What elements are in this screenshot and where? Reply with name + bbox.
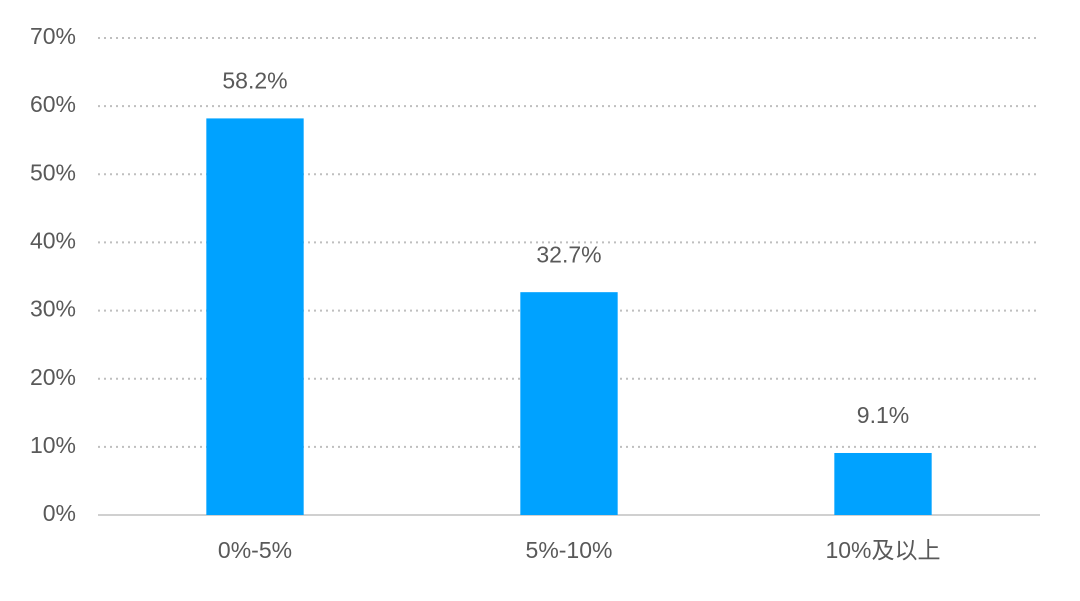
y-tick-label: 10% [30, 432, 76, 458]
bar [206, 118, 304, 515]
y-tick-label: 0% [43, 500, 76, 526]
bar [520, 292, 618, 515]
x-tick-label: 5%-10% [526, 537, 613, 563]
y-tick-label: 30% [30, 296, 76, 322]
x-tick-label: 0%-5% [218, 537, 292, 563]
value-label: 58.2% [222, 67, 287, 93]
bar [834, 452, 932, 515]
x-tick-label: 10%及以上 [825, 537, 940, 563]
y-tick-label: 20% [30, 364, 76, 390]
y-tick-label: 70% [30, 23, 76, 49]
y-tick-label: 60% [30, 91, 76, 117]
value-label: 32.7% [536, 241, 601, 267]
y-tick-label: 40% [30, 228, 76, 254]
y-tick-label: 50% [30, 159, 76, 185]
value-label: 9.1% [857, 402, 909, 428]
